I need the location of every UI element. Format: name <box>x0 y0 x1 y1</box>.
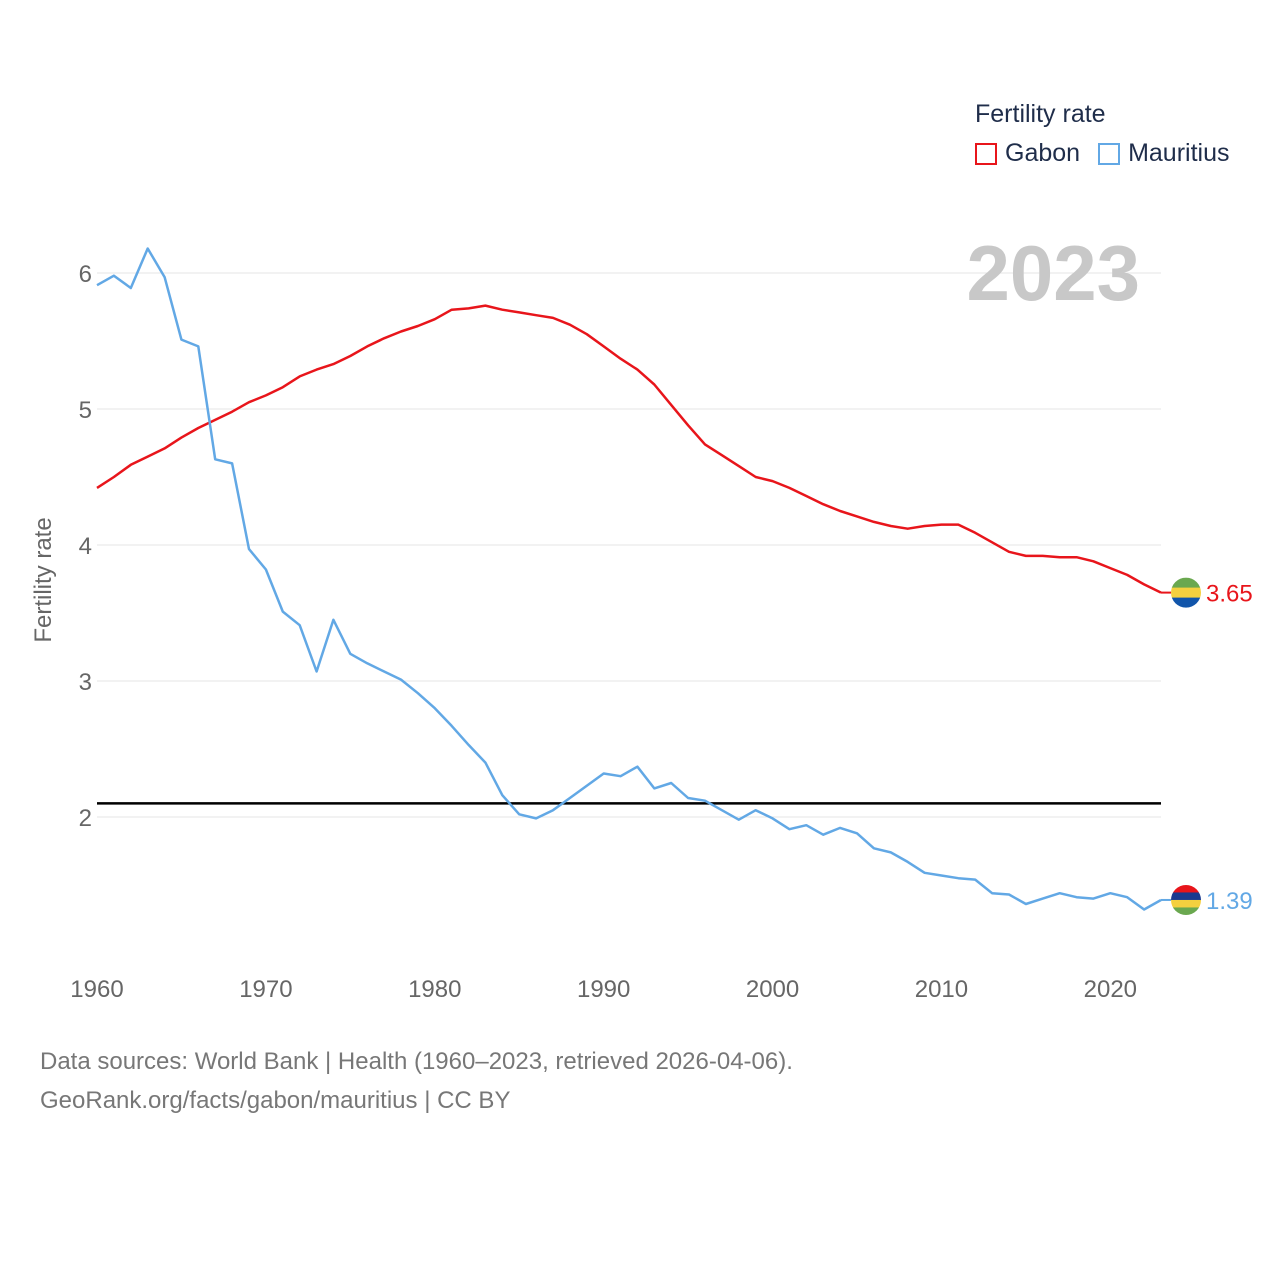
legend-item-mauritius[interactable]: Mauritius <box>1098 139 1229 168</box>
y-tick-label: 4 <box>79 533 92 560</box>
series-end-markers: 3.65 1.39 <box>1161 577 1253 915</box>
x-axis-ticks: 1960 1970 1980 1990 2000 2010 2020 <box>70 976 1137 1003</box>
x-tick-label: 2020 <box>1084 976 1137 1003</box>
source-link[interactable]: GeoRank.org/facts/gabon/mauritius | CC B… <box>40 1087 511 1114</box>
end-value-label-gabon: 3.65 <box>1206 581 1253 608</box>
legend: Fertility rate Gabon Mauritius <box>975 100 1247 168</box>
legend-title: Fertility rate <box>975 100 1106 128</box>
y-axis-ticks: 2 3 4 5 6 <box>79 261 92 832</box>
y-tick-label: 5 <box>79 397 92 424</box>
source-line: Data sources: World Bank | Health (1960–… <box>40 1048 793 1075</box>
x-tick-label: 1960 <box>70 976 123 1003</box>
y-axis-label: Fertility rate <box>30 517 57 642</box>
y-tick-label: 6 <box>79 261 92 288</box>
mauritius-flag-icon <box>1171 884 1201 915</box>
grid <box>97 272 1161 818</box>
legend-label-gabon: Gabon <box>1005 139 1081 167</box>
x-tick-label: 1980 <box>408 976 461 1003</box>
legend-swatch-mauritius <box>1098 142 1121 165</box>
gabon-flag-icon <box>1171 577 1201 608</box>
x-tick-label: 1990 <box>577 976 630 1003</box>
y-tick-label: 3 <box>79 669 92 696</box>
legend-item-gabon[interactable]: Gabon <box>975 139 1080 168</box>
legend-swatch-gabon <box>975 142 997 165</box>
series-line-gabon[interactable] <box>96 304 1162 594</box>
y-tick-label: 2 <box>79 805 92 832</box>
series-lines <box>96 247 1162 911</box>
legend-label-mauritius: Mauritius <box>1128 139 1230 167</box>
year-watermark: 2023 <box>966 229 1140 317</box>
series-line-mauritius[interactable] <box>96 247 1162 911</box>
x-tick-label: 2000 <box>746 976 799 1003</box>
x-tick-label: 1970 <box>239 976 292 1003</box>
x-tick-label: 2010 <box>915 976 968 1003</box>
source-note: Data sources: World Bank | Health (1960–… <box>40 1042 793 1120</box>
end-value-label-mauritius: 1.39 <box>1206 888 1253 915</box>
